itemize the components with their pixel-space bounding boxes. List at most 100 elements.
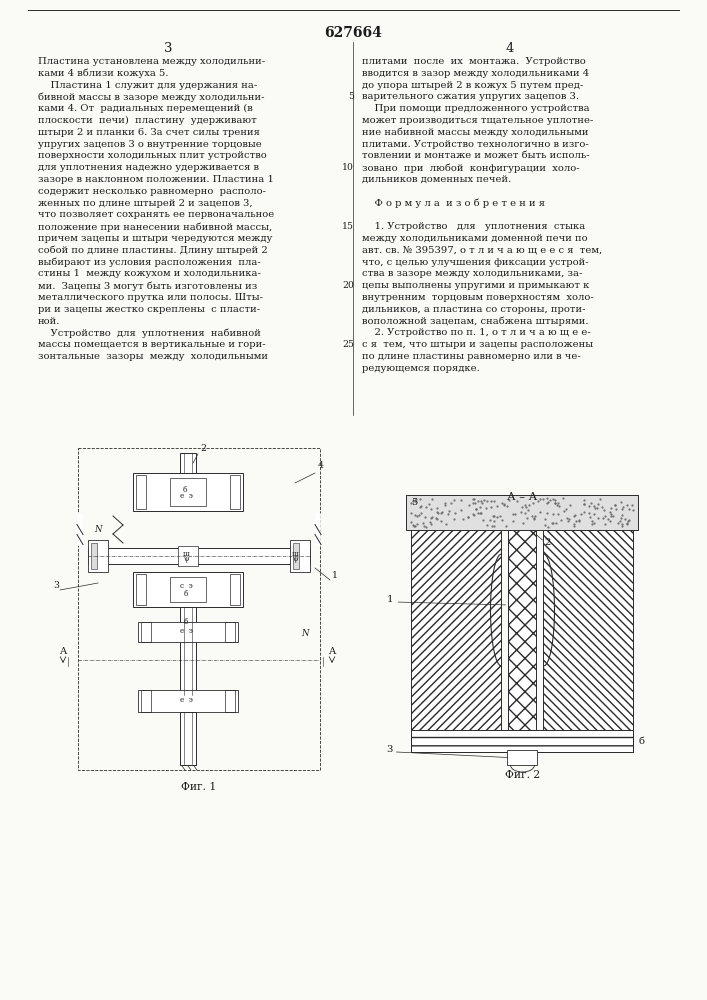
Text: плоскости  печи)  пластину  удерживают: плоскости печи) пластину удерживают [38, 116, 257, 125]
Bar [411, 730, 633, 752]
Text: 3: 3 [53, 581, 59, 590]
Bar [88, 540, 108, 572]
Text: штыри 2 и планки 6. За счет силы трения: штыри 2 и планки 6. За счет силы трения [38, 128, 260, 137]
Text: б: б [183, 486, 187, 494]
Text: 20: 20 [342, 281, 354, 290]
Bar [178, 546, 198, 566]
Bar [136, 475, 146, 509]
Text: 627664: 627664 [324, 26, 382, 40]
Text: плитами. Устройство технологично в изго-: плитами. Устройство технологично в изго- [362, 140, 589, 149]
Text: N: N [301, 629, 309, 638]
Text: дильников доменных печей.: дильников доменных печей. [362, 175, 511, 184]
Text: металлического прутка или полосы. Шты-: металлического прутка или полосы. Шты- [38, 293, 263, 302]
Text: ми.  Зацепы 3 могут быть изготовлены из: ми. Зацепы 3 могут быть изготовлены из [38, 281, 257, 291]
Text: зонтальные  зазоры  между  холодильными: зонтальные зазоры между холодильными [38, 352, 268, 361]
Text: ками 4 вблизи кожуха 5.: ками 4 вблизи кожуха 5. [38, 69, 168, 78]
Text: 2: 2 [200, 444, 206, 453]
Text: 25: 25 [342, 340, 354, 349]
Text: б: б [184, 589, 188, 597]
Bar [133, 473, 243, 511]
Text: ной.: ной. [38, 317, 60, 326]
Bar [508, 750, 537, 765]
Text: зазоре в наклонном положении. Пластина 1: зазоре в наклонном положении. Пластина 1 [38, 175, 274, 184]
Text: редующемся порядке.: редующемся порядке. [362, 364, 480, 373]
Text: содержит несколько равномерно  располо-: содержит несколько равномерно располо- [38, 187, 266, 196]
Text: е  э: е э [180, 696, 192, 704]
Bar [88, 548, 310, 564]
Text: что позволяет сохранять ее первоначальное: что позволяет сохранять ее первоначально… [38, 210, 274, 219]
Text: е  э: е э [180, 627, 192, 635]
Text: Фиг. 2: Фиг. 2 [505, 770, 540, 780]
Text: между холодильниками доменной печи по: между холодильниками доменной печи по [362, 234, 588, 243]
Bar [180, 712, 196, 765]
Text: причем зацепы и штыри чередуются между: причем зацепы и штыри чередуются между [38, 234, 272, 243]
Text: Пластина установлена между холодильни-: Пластина установлена между холодильни- [38, 57, 265, 66]
Text: собой по длине пластины. Длину штырей 2: собой по длине пластины. Длину штырей 2 [38, 246, 268, 255]
Text: ш: ш [182, 550, 189, 558]
Bar [180, 607, 196, 695]
Text: 5: 5 [348, 92, 354, 101]
Text: Ф о р м у л а  и з о б р е т е н и я: Ф о р м у л а и з о б р е т е н и я [362, 199, 545, 208]
Text: 3: 3 [386, 746, 392, 754]
Text: плитами  после  их  монтажа.  Устройство: плитами после их монтажа. Устройство [362, 57, 586, 66]
Text: A: A [328, 648, 336, 656]
Text: зовано  при  любой  конфигурации  холо-: зовано при любой конфигурации холо- [362, 163, 580, 173]
Bar [293, 543, 299, 569]
Bar [508, 530, 537, 730]
Text: что, с целью улучшения фиксации устрой-: что, с целью улучшения фиксации устрой- [362, 258, 589, 267]
Text: 2. Устройство по п. 1, о т л и ч а ю щ е е-: 2. Устройство по п. 1, о т л и ч а ю щ е… [362, 328, 591, 337]
Text: цепы выполнены упругими и примыкают к: цепы выполнены упругими и примыкают к [362, 281, 590, 290]
Text: ками 4. От  радиальных перемещений (в: ками 4. От радиальных перемещений (в [38, 104, 252, 113]
Bar [230, 574, 240, 605]
Text: А – А: А – А [508, 492, 537, 502]
Text: 4: 4 [318, 461, 324, 470]
Text: упругих зацепов 3 о внутренние торцовые: упругих зацепов 3 о внутренние торцовые [38, 140, 262, 149]
Text: для уплотнения надежно удерживается в: для уплотнения надежно удерживается в [38, 163, 259, 172]
Text: е  э: е э [180, 492, 192, 500]
Text: A: A [59, 648, 66, 656]
Text: 15: 15 [342, 222, 354, 231]
Text: ψ: ψ [292, 555, 298, 563]
Bar [133, 572, 243, 607]
Text: 3: 3 [164, 42, 173, 55]
Text: При помощи предложенного устройства: При помощи предложенного устройства [362, 104, 590, 113]
Bar [180, 453, 196, 473]
Text: 1: 1 [332, 571, 338, 580]
Bar [290, 540, 310, 572]
Polygon shape [544, 530, 633, 730]
Text: Устройство  для  уплотнения  набивной: Устройство для уплотнения набивной [38, 328, 261, 338]
Bar [138, 690, 238, 712]
Bar [138, 622, 238, 642]
Bar [136, 574, 146, 605]
Text: 10: 10 [342, 163, 354, 172]
Text: 2: 2 [544, 538, 551, 547]
Text: ψ: ψ [183, 555, 189, 563]
Text: варительного сжатия упругих зацепов 3.: варительного сжатия упругих зацепов 3. [362, 92, 579, 101]
Text: воположной зацепам, снабжена штырями.: воположной зацепам, снабжена штырями. [362, 317, 588, 326]
Text: с  э: с э [180, 582, 192, 590]
Bar [230, 475, 240, 509]
Text: поверхности холодильных плит устройство: поверхности холодильных плит устройство [38, 151, 267, 160]
Bar [170, 577, 206, 602]
Text: по длине пластины равномерно или в че-: по длине пластины равномерно или в че- [362, 352, 580, 361]
Text: товлении и монтаже и может быть исполь-: товлении и монтаже и может быть исполь- [362, 151, 590, 160]
Text: ри и зацепы жестко скреплены  с пласти-: ри и зацепы жестко скреплены с пласти- [38, 305, 260, 314]
Text: положение при нанесении набивной массы,: положение при нанесении набивной массы, [38, 222, 272, 232]
Text: до упора штырей 2 в кожух 5 путем пред-: до упора штырей 2 в кожух 5 путем пред- [362, 81, 583, 90]
Text: ства в зазоре между холодильниками, за-: ства в зазоре между холодильниками, за- [362, 269, 583, 278]
Text: женных по длине штырей 2 и зацепов 3,: женных по длине штырей 2 и зацепов 3, [38, 199, 252, 208]
Text: стины 1  между кожухом и холодильника-: стины 1 между кожухом и холодильника- [38, 269, 261, 278]
Text: массы помещается в вертикальные и гори-: массы помещается в вертикальные и гори- [38, 340, 266, 349]
Text: ние набивной массы между холодильными: ние набивной массы между холодильными [362, 128, 588, 137]
Text: авт. св. № 395397, о т л и ч а ю щ е е с я  тем,: авт. св. № 395397, о т л и ч а ю щ е е с… [362, 246, 602, 255]
Text: 1: 1 [386, 595, 393, 604]
Text: б: б [638, 736, 645, 746]
Text: б: б [184, 618, 188, 626]
Text: внутренним  торцовым поверхностям  холо-: внутренним торцовым поверхностям холо- [362, 293, 594, 302]
Text: Фиг. 1: Фиг. 1 [182, 782, 216, 792]
Text: вводится в зазор между холодильниками 4: вводится в зазор между холодильниками 4 [362, 69, 589, 78]
Bar [411, 730, 633, 752]
Text: N: N [94, 525, 102, 534]
Bar [407, 495, 638, 530]
Bar [78, 448, 320, 770]
